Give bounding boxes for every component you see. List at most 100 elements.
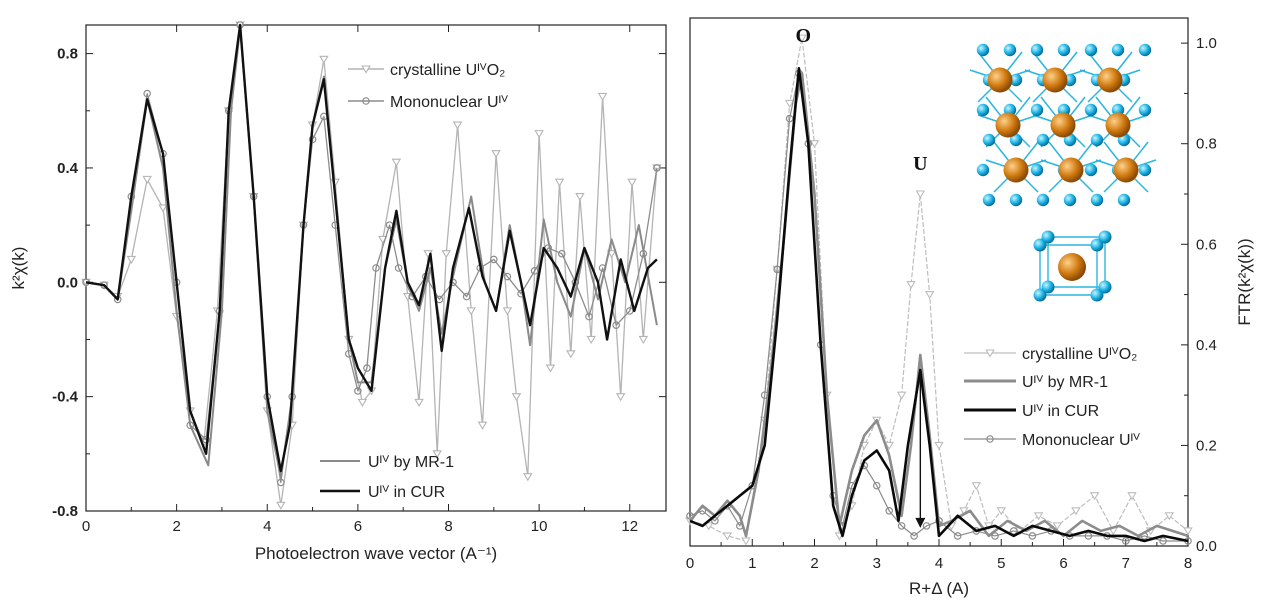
oxygen-atom xyxy=(982,133,996,147)
legend-swatch-marker xyxy=(986,435,994,443)
y-tick-label: 0.6 xyxy=(1196,236,1217,253)
oxygen-atom xyxy=(976,43,990,57)
data-point-crystalline-uivo2 xyxy=(276,501,286,510)
oxygen-atom xyxy=(1117,193,1131,207)
series-line-uiv-by-mr-1 xyxy=(85,26,658,478)
series-line-mononuclear-uiv xyxy=(85,24,658,484)
y-axis-title: k²χ(k) xyxy=(9,247,28,290)
data-point-mononuclear-uiv xyxy=(953,532,962,540)
data-point-crystalline-uivo2 xyxy=(477,421,488,430)
legend-entry: crystalline UᴵⱽO₂ xyxy=(1022,346,1137,363)
cube-oxygen-atom xyxy=(1090,288,1104,302)
data-point-crystalline-uivo2 xyxy=(391,158,402,167)
plot-frame xyxy=(85,24,667,512)
oxygen-atom xyxy=(1084,103,1098,117)
data-point-mononuclear-uiv xyxy=(363,364,371,372)
data-point-mononuclear-uiv xyxy=(277,478,285,487)
uranium-atom xyxy=(1105,112,1131,138)
data-point-crystalline-uivo2 xyxy=(319,55,329,64)
data-point-crystalline-uivo2 xyxy=(915,190,926,199)
legend-entry: Uᴵⱽ in CUR xyxy=(368,484,445,501)
crystal-structure-illustration xyxy=(969,43,1157,302)
data-point-mononuclear-uiv xyxy=(1121,537,1130,545)
data-point-crystalline-uivo2 xyxy=(797,34,807,43)
legend-entry: Mononuclear Uᴵⱽ xyxy=(390,94,508,111)
y-tick-label: 0.2 xyxy=(1196,437,1217,454)
data-point-crystalline-uivo2 xyxy=(906,280,916,290)
y-tick-label: 1.0 xyxy=(1196,35,1217,52)
arrow-head xyxy=(915,517,926,528)
uranium-atom xyxy=(987,67,1013,93)
cube-oxygen-atom xyxy=(1041,230,1055,244)
x-axis-title: R+Δ (A) xyxy=(909,579,969,598)
data-point-crystalline-uivo2 xyxy=(627,178,637,187)
data-point-mononuclear-uiv xyxy=(1009,527,1018,535)
data-point-crystalline-uivo2 xyxy=(575,192,585,202)
series-line-mononuclear-uiv xyxy=(689,72,1188,542)
y-tick-label: 0.4 xyxy=(57,160,79,177)
oxygen-atom xyxy=(1009,193,1023,207)
data-point-mononuclear-uiv xyxy=(910,532,918,540)
peak-label-u: U xyxy=(913,153,927,175)
oxygen-atom xyxy=(1063,193,1077,207)
data-point-mononuclear-uiv xyxy=(612,321,620,329)
cube-oxygen-atom xyxy=(1033,238,1047,252)
x-tick-label: 10 xyxy=(531,518,548,535)
legend-entry: Uᴵⱽ in CUR xyxy=(1022,403,1099,420)
data-point-mononuclear-uiv xyxy=(1159,537,1167,545)
x-tick-label: 0 xyxy=(686,555,694,572)
data-point-mononuclear-uiv xyxy=(922,522,931,530)
data-point-crystalline-uivo2 xyxy=(638,335,649,345)
uranium-atom xyxy=(1003,157,1029,183)
x-tick-label: 2 xyxy=(810,555,818,572)
oxygen-atom xyxy=(1057,43,1071,57)
y-tick-label: 0.4 xyxy=(1196,337,1217,354)
data-point-mononuclear-uiv xyxy=(585,312,593,321)
legend-swatch-marker xyxy=(985,349,995,358)
oxygen-atom xyxy=(1090,193,1104,207)
data-point-crystalline-uivo2 xyxy=(971,482,982,491)
x-axis-title: Photoelectron wave vector (A⁻¹) xyxy=(255,544,497,563)
x-tick-label: 6 xyxy=(1059,555,1067,572)
data-point-crystalline-uivo2 xyxy=(126,255,137,265)
data-point-mononuclear-uiv xyxy=(1084,532,1093,540)
series-line-uiv-by-mr-1 xyxy=(688,72,1189,538)
data-point-crystalline-uivo2 xyxy=(1071,507,1081,516)
data-point-crystalline-uivo2 xyxy=(586,335,596,345)
uranium-atom xyxy=(1097,67,1123,93)
x-tick-label: 8 xyxy=(444,518,452,535)
data-point-mononuclear-uiv xyxy=(462,292,471,301)
x-tick-label: 4 xyxy=(935,555,943,572)
oxygen-atom xyxy=(1084,43,1098,57)
data-point-mononuclear-uiv xyxy=(991,532,999,540)
series-line-crystalline-uivo2 xyxy=(689,37,1189,542)
legend-swatch-marker xyxy=(361,65,371,74)
y-tick-label: 0.8 xyxy=(57,46,78,63)
x-tick-label: 6 xyxy=(354,518,362,535)
data-point-mononuclear-uiv xyxy=(503,272,512,281)
x-tick-label: 1 xyxy=(748,555,756,572)
data-point-crystalline-uivo2 xyxy=(703,522,714,531)
y-tick-label: 0.8 xyxy=(1196,136,1217,153)
data-point-crystalline-uivo2 xyxy=(432,450,442,459)
data-point-crystalline-uivo2 xyxy=(142,175,152,184)
cube-uranium-atom xyxy=(1058,253,1086,281)
y-tick-label: -0.8 xyxy=(52,503,78,520)
data-point-mononuclear-uiv xyxy=(625,307,634,315)
x-tick-label: 12 xyxy=(621,518,638,535)
data-point-mononuclear-uiv xyxy=(372,264,380,272)
data-point-mononuclear-uiv xyxy=(897,522,906,530)
data-point-crystalline-uivo2 xyxy=(809,140,820,149)
data-point-crystalline-uivo2 xyxy=(1033,512,1044,521)
x-tick-label: 4 xyxy=(263,518,271,535)
oxygen-atom xyxy=(1030,43,1044,57)
data-point-crystalline-uivo2 xyxy=(534,130,544,139)
data-point-mononuclear-uiv xyxy=(143,89,151,98)
uranium-atom xyxy=(1042,67,1068,93)
oxygen-atom xyxy=(1138,163,1152,177)
data-point-mononuclear-uiv xyxy=(785,114,794,123)
data-point-mononuclear-uiv xyxy=(653,164,661,172)
x-tick-label: 3 xyxy=(873,555,881,572)
data-point-crystalline-uivo2 xyxy=(158,204,168,213)
x-tick-label: 2 xyxy=(172,518,180,535)
